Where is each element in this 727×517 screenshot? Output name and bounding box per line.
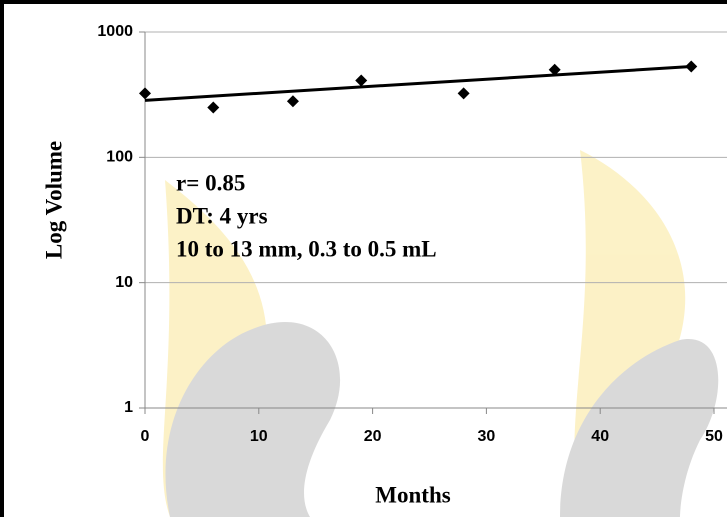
y-tick-label: 1 — [124, 399, 133, 416]
y-tick-label: 100 — [106, 149, 133, 166]
annotation: DT: 4 yrs — [176, 203, 268, 228]
x-tick-label: 20 — [364, 428, 382, 445]
x-axis-label: Months — [375, 482, 450, 507]
x-tick-label: 10 — [250, 428, 268, 445]
x-tick-label: 50 — [705, 428, 723, 445]
x-tick-label: 40 — [591, 428, 609, 445]
y-tick-label: 10 — [115, 274, 133, 291]
y-axis-label: Log Volume — [41, 141, 66, 259]
y-tick-label: 1000 — [97, 23, 133, 40]
chart: r= 0.85 DT: 4 yrs 10 to 13 mm, 0.3 to 0.… — [0, 0, 727, 517]
annotation: r= 0.85 — [176, 170, 245, 195]
x-tick-label: 0 — [141, 428, 150, 445]
annotation: 10 to 13 mm, 0.3 to 0.5 mL — [176, 236, 437, 261]
x-tick-label: 30 — [478, 428, 496, 445]
